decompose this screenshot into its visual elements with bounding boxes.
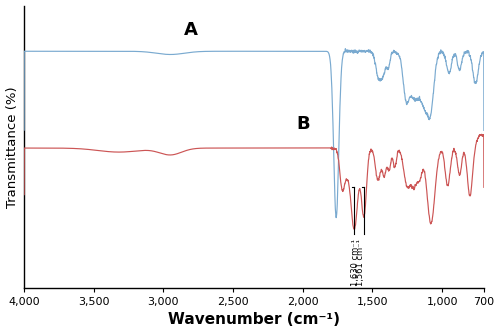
Text: 1,630 cm⁻¹: 1,630 cm⁻¹	[351, 239, 360, 286]
Text: A: A	[184, 21, 198, 39]
Y-axis label: Transmittance (%): Transmittance (%)	[6, 86, 18, 207]
Text: 1,561 cm⁻¹: 1,561 cm⁻¹	[356, 239, 364, 286]
Text: B: B	[296, 115, 310, 133]
X-axis label: Wavenumber (cm⁻¹): Wavenumber (cm⁻¹)	[168, 312, 340, 327]
